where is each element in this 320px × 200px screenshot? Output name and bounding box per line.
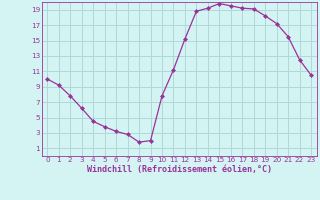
X-axis label: Windchill (Refroidissement éolien,°C): Windchill (Refroidissement éolien,°C) <box>87 165 272 174</box>
